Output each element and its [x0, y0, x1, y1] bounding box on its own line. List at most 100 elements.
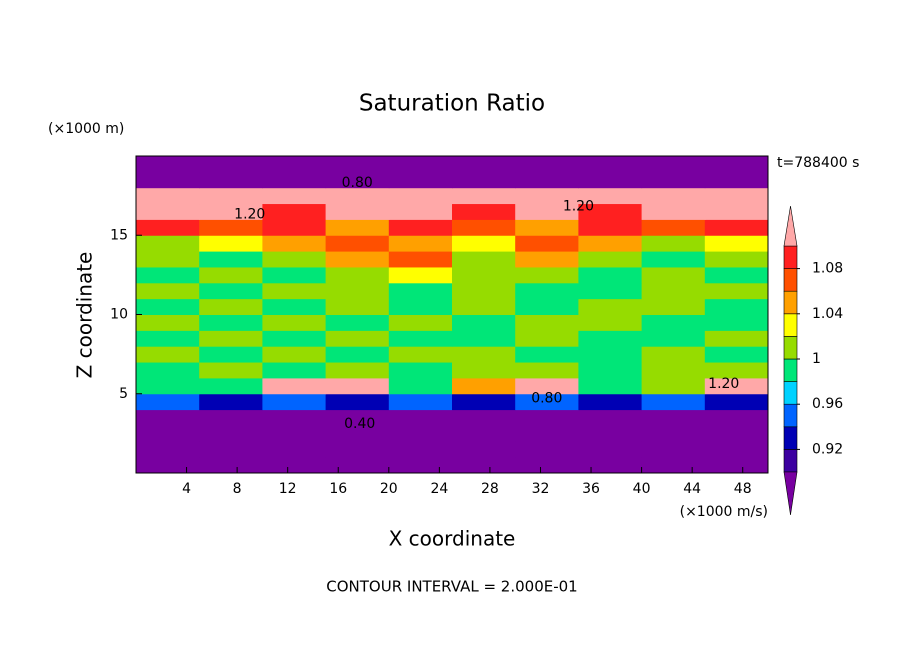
- field-cell: [262, 330, 327, 347]
- field-cell: [199, 425, 263, 442]
- field-cell: [452, 330, 516, 347]
- field-cell: [578, 425, 643, 442]
- field-cell: [578, 377, 643, 395]
- field-cell: [641, 409, 706, 426]
- field-cell: [515, 171, 579, 189]
- field-cell: [136, 457, 200, 474]
- field-cell: [136, 156, 200, 173]
- field-cell: [452, 409, 516, 426]
- field-cell: [136, 393, 200, 411]
- field-cell: [704, 298, 769, 315]
- field-cell: [136, 203, 200, 220]
- field-cell: [704, 266, 769, 284]
- field-cell: [578, 251, 643, 268]
- field-cell: [578, 362, 643, 379]
- x-tick-label: 40: [633, 481, 651, 497]
- colorbar-tick-label: 1: [812, 351, 821, 367]
- field-cell: [388, 409, 453, 426]
- field-cell: [704, 377, 769, 395]
- field-cell: [452, 377, 516, 395]
- field-cell: [641, 346, 706, 363]
- field-cell: [262, 187, 327, 205]
- field-cell: [388, 377, 453, 395]
- field-cell: [262, 235, 327, 252]
- colorbar-segment: [783, 358, 798, 382]
- colorbar-segment: [783, 313, 798, 337]
- colorbar-over: [783, 205, 798, 247]
- colorbar-tick-label: 0.96: [812, 396, 843, 412]
- field-cell: [136, 219, 200, 236]
- field-cell: [704, 457, 769, 474]
- field-cell: [136, 187, 200, 205]
- colorbar-segment: [783, 290, 798, 315]
- field-cell: [578, 187, 643, 205]
- field-cell: [641, 314, 706, 331]
- field-cell: [704, 314, 769, 331]
- field-cell: [136, 251, 200, 268]
- field-cell: [641, 362, 706, 379]
- colorbar-segment: [783, 449, 798, 473]
- field-cell: [515, 425, 579, 442]
- field-cell: [452, 235, 516, 252]
- colorbar-segment: [783, 268, 798, 292]
- field-cell: [515, 457, 579, 474]
- field-cell: [515, 393, 579, 411]
- field-cell: [704, 425, 769, 442]
- colorbar-segment: [783, 336, 798, 360]
- field-cell: [388, 251, 453, 268]
- field-cell: [578, 266, 643, 284]
- chart-title: Saturation Ratio: [359, 91, 545, 117]
- field-cell: [325, 266, 390, 284]
- field-cell: [704, 219, 769, 236]
- field-cell: [452, 266, 516, 284]
- contour-label: 1.20: [708, 376, 739, 392]
- y-axis-label: Z coordinate: [73, 252, 97, 379]
- x-tick-label: 36: [582, 481, 600, 497]
- field-cell: [136, 171, 200, 189]
- field-cell: [452, 362, 516, 379]
- field-cell: [704, 235, 769, 252]
- field-cell: [578, 409, 643, 426]
- field-cell: [136, 235, 200, 252]
- field-cell: [262, 346, 327, 363]
- field-cell: [704, 362, 769, 379]
- field-cell: [578, 282, 643, 300]
- field-cell: [199, 330, 263, 347]
- field-cell: [262, 282, 327, 300]
- field-cell: [452, 393, 516, 411]
- field-cell: [199, 377, 263, 395]
- field-cell: [641, 393, 706, 411]
- field-cell: [325, 346, 390, 363]
- field-cell: [325, 330, 390, 347]
- field-cell: [515, 235, 579, 252]
- field-cell: [262, 425, 327, 442]
- field-cell: [199, 282, 263, 300]
- field-cell: [641, 219, 706, 236]
- field-cell: [641, 235, 706, 252]
- field-cell: [578, 219, 643, 236]
- field-cell: [641, 377, 706, 395]
- colorbar-segment: [783, 245, 798, 269]
- field-cell: [325, 441, 390, 458]
- field-cell: [452, 314, 516, 331]
- field-cell: [325, 187, 390, 205]
- y-tick-label: 5: [119, 386, 128, 402]
- field-cell: [136, 314, 200, 331]
- x-tick-label: 4: [182, 481, 191, 497]
- field-cell: [136, 298, 200, 315]
- field-cell: [262, 314, 327, 331]
- field-cell: [578, 235, 643, 252]
- field-cell: [388, 156, 453, 173]
- field-cell: [515, 330, 579, 347]
- colorbar-tick-label: 1.04: [812, 306, 843, 322]
- field-cell: [452, 441, 516, 458]
- field-cell: [704, 156, 769, 173]
- field-cell: [325, 203, 390, 220]
- field-cell: [136, 377, 200, 395]
- field-cell: [199, 393, 263, 411]
- field-cell: [452, 298, 516, 315]
- field-cell: [199, 156, 263, 173]
- contour-label: 0.80: [531, 391, 562, 407]
- field-cell: [199, 362, 263, 379]
